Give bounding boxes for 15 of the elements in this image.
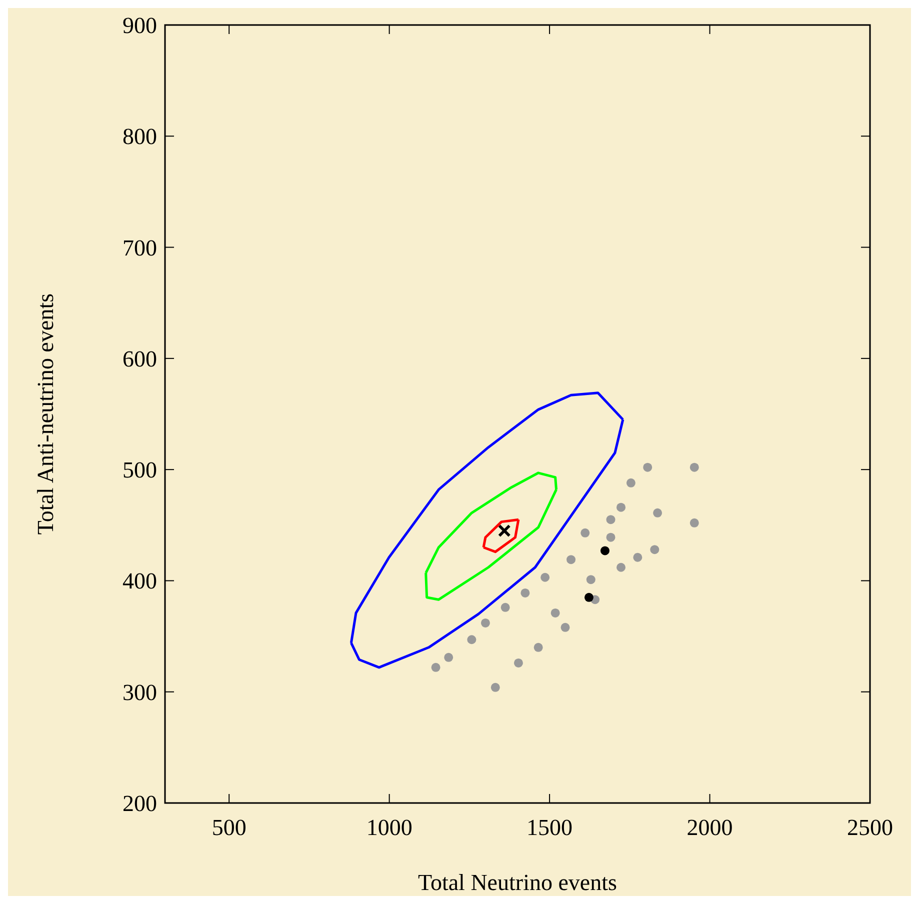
y-tick-label: 500	[122, 458, 157, 483]
x-tick-label: 500	[212, 815, 246, 840]
y-tick-label: 600	[122, 346, 157, 372]
x-axis-title: Total Neutrino events	[418, 870, 618, 895]
x-tick-label: 2500	[847, 815, 893, 840]
y-axis-title: Total Anti-neutrino events	[33, 293, 58, 535]
y-tick-label: 300	[122, 680, 157, 705]
y-tick-label: 200	[122, 791, 157, 816]
y-tick-label: 400	[122, 568, 157, 594]
y-tick-label: 700	[122, 235, 157, 260]
y-tick-label: 800	[122, 124, 157, 150]
y-tick-label: 900	[122, 13, 157, 38]
x-tick-label: 1500	[526, 815, 573, 840]
x-tick-label: 2000	[686, 815, 733, 840]
x-tick-label: 1000	[366, 815, 412, 840]
